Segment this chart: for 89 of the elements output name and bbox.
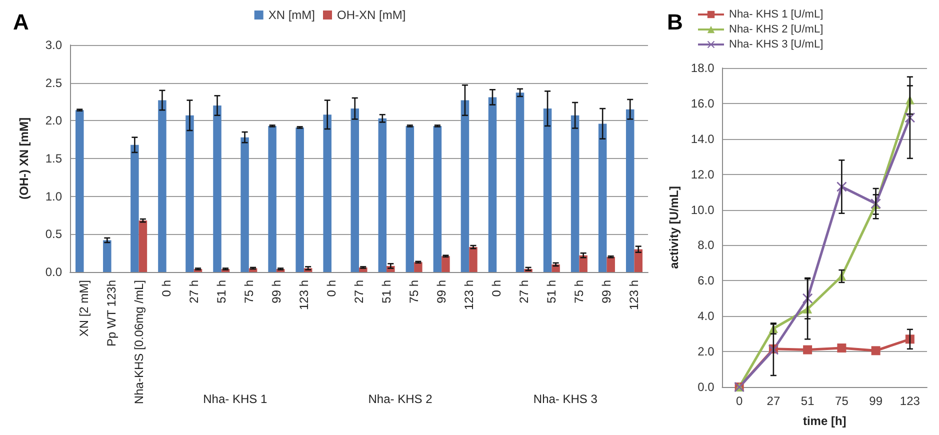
x-tick-label: 123 h (462, 280, 476, 310)
legend-label: Nha- KHS 3 [U/mL] (729, 38, 824, 50)
bar (433, 126, 442, 272)
x-tick-label: 0 h (490, 280, 504, 297)
y-tick-label: 18.0 (690, 61, 715, 75)
y-tick-label: 6.0 (698, 274, 715, 288)
bar (323, 114, 332, 272)
x-tick-label: 123 (900, 394, 920, 408)
point (837, 344, 846, 353)
x-axis-title: time [h] (802, 414, 846, 428)
y-tick-label: 0.0 (698, 380, 715, 394)
y-tick-label: 3.0 (45, 38, 62, 52)
y-tick-label: 1.5 (45, 152, 62, 166)
y-axis-title: (OH-) XN [mM] (17, 118, 31, 200)
x-tick-label: 0 h (324, 280, 338, 297)
y-tick-label: 8.0 (698, 238, 715, 252)
x-tick-label: 99 h (269, 280, 284, 304)
x-tick-label: 99 (869, 394, 883, 408)
bar (76, 110, 84, 272)
bar (469, 247, 478, 272)
bar (240, 137, 249, 272)
x-tick-label: 51 h (380, 280, 394, 304)
x-tick-label: 75 h (242, 280, 256, 304)
bar (598, 124, 607, 272)
text: Nha- KHS 2 (368, 392, 433, 406)
y-tick-label: 2.0 (45, 114, 62, 128)
chart-title: B (667, 10, 683, 34)
x-tick-label: 123 h (627, 280, 642, 310)
bar (488, 97, 497, 272)
bar (414, 262, 422, 272)
x-tick-label: 51 (800, 394, 815, 408)
bar (350, 108, 359, 272)
x-tick-label: 75 (835, 394, 849, 408)
bar (158, 100, 166, 272)
legend-label: Nha- KHS 2 [U/mL] (729, 24, 824, 36)
bar (606, 256, 615, 272)
bar (626, 109, 634, 272)
y-tick-label: 10.0 (690, 202, 715, 217)
bar (543, 108, 552, 272)
x-tick-label: 99 h (434, 280, 449, 304)
x-tick-label: 0 h (159, 280, 174, 297)
bar (138, 220, 148, 272)
y-axis-title: activity [U/mL] (667, 186, 681, 269)
bar (186, 115, 194, 272)
bar (378, 118, 387, 272)
bar (570, 115, 580, 272)
x-tick-label: Pp WT 123h (104, 280, 118, 346)
x-tick-label: 123 h (296, 280, 311, 310)
text: Nha- KHS 3 (533, 392, 598, 406)
y-tick-label: 0.5 (45, 227, 62, 242)
x-tick-label: XN [2 mM] (76, 280, 91, 337)
chart-title: A (13, 10, 29, 34)
y-tick-label: 14.0 (690, 132, 715, 146)
x-tick-label: 27 h (186, 280, 201, 304)
y-tick-label: 16.0 (690, 96, 715, 110)
x-tick-label: 27 h (517, 280, 532, 304)
y-tick-label: 2.0 (698, 344, 715, 359)
bar (268, 126, 276, 272)
x-tick-label: 75 h (407, 280, 422, 304)
bar (516, 92, 524, 272)
y-tick-label: 12.0 (690, 167, 715, 182)
point (803, 345, 812, 354)
bar (442, 256, 450, 272)
legend-label: Nha- KHS 1 [U/mL] (729, 8, 824, 20)
y-tick-label: 0.0 (45, 265, 62, 279)
point (871, 346, 880, 356)
x-tick-label: 27 h (352, 280, 366, 304)
y-tick-label: 2.5 (45, 76, 62, 90)
bar (103, 240, 112, 272)
point (802, 293, 813, 304)
x-tick-label: 51 h (214, 280, 228, 304)
bar (406, 126, 414, 272)
x-tick-label: 75 h (572, 280, 586, 304)
legend-label: XN [mM] (268, 8, 316, 22)
x-tick-label: 0 (736, 394, 743, 408)
bar (579, 255, 588, 272)
x-tick-label: 99 h (600, 280, 614, 304)
x-tick-label: 51 h (544, 280, 559, 304)
y-tick-label: 1.0 (45, 189, 62, 204)
y-tick-label: 4.0 (698, 309, 715, 324)
text: Nha- KHS 1 (203, 392, 268, 406)
bar (296, 127, 304, 272)
x-tick-label: Nha-KHS [0.06mg /mL] (132, 280, 146, 404)
x-tick-label: 27 (766, 394, 780, 408)
bar (213, 106, 222, 272)
bar (634, 249, 642, 272)
bar (130, 144, 139, 272)
bar (460, 100, 470, 272)
legend-label: OH-XN [mM] (337, 8, 406, 22)
